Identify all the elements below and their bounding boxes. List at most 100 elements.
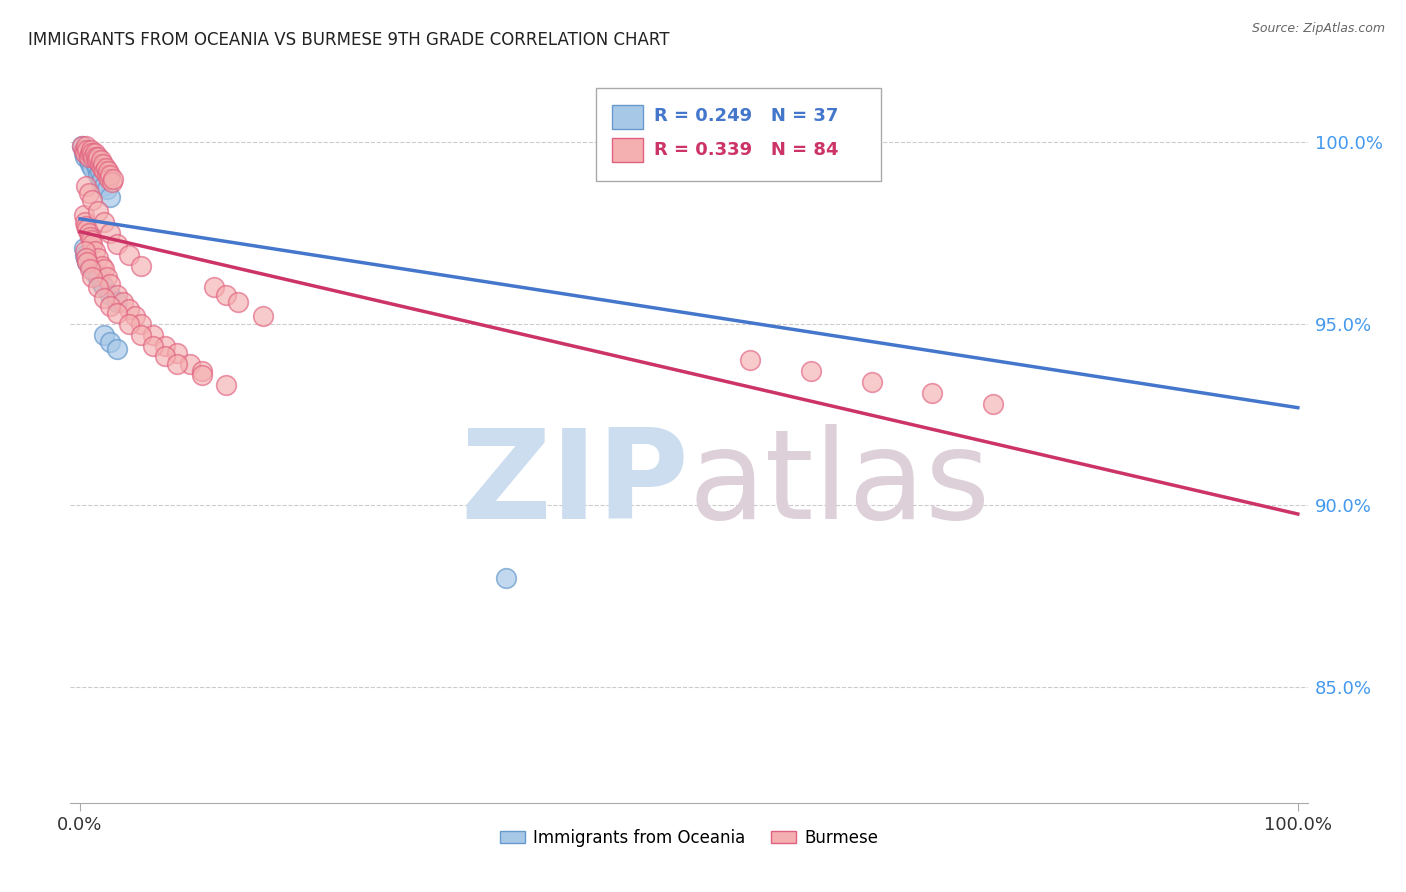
- FancyBboxPatch shape: [612, 104, 643, 129]
- Point: [90, 175, 112, 189]
- Point: [118, 248, 141, 262]
- Point: [129, 317, 152, 331]
- Point: [91, 161, 114, 175]
- Point: [215, 378, 238, 392]
- Point: [87, 269, 110, 284]
- Point: [75, 143, 97, 157]
- Point: [73, 208, 96, 222]
- Point: [100, 168, 122, 182]
- Point: [76, 255, 98, 269]
- Point: [73, 244, 96, 259]
- Text: R = 0.249   N = 37: R = 0.249 N = 37: [654, 108, 838, 126]
- Point: [84, 150, 107, 164]
- Point: [73, 248, 96, 262]
- Point: [191, 368, 214, 382]
- Point: [73, 215, 96, 229]
- Point: [73, 146, 96, 161]
- Point: [76, 146, 98, 161]
- Point: [142, 338, 165, 352]
- Point: [100, 299, 122, 313]
- Point: [76, 222, 98, 236]
- Point: [87, 168, 110, 182]
- Point: [86, 153, 108, 168]
- Text: ZIP: ZIP: [460, 424, 689, 545]
- Point: [89, 164, 111, 178]
- Point: [105, 295, 128, 310]
- Point: [80, 143, 103, 157]
- Point: [79, 229, 101, 244]
- Point: [82, 146, 104, 161]
- Point: [105, 306, 128, 320]
- Point: [166, 345, 188, 359]
- Point: [82, 161, 104, 175]
- Point: [495, 571, 517, 585]
- Point: [80, 233, 103, 247]
- Point: [105, 342, 128, 356]
- Point: [860, 375, 883, 389]
- Point: [82, 153, 104, 168]
- Point: [800, 364, 823, 378]
- Point: [93, 280, 115, 294]
- Point: [90, 153, 112, 168]
- Point: [118, 302, 141, 317]
- Point: [87, 150, 110, 164]
- Point: [105, 287, 128, 301]
- Point: [89, 157, 111, 171]
- Point: [124, 310, 146, 324]
- Text: atlas: atlas: [689, 424, 991, 545]
- Point: [111, 295, 134, 310]
- Point: [93, 164, 115, 178]
- Point: [77, 153, 100, 168]
- Point: [101, 171, 124, 186]
- Point: [82, 150, 104, 164]
- Point: [72, 139, 94, 153]
- Point: [93, 178, 115, 193]
- Text: IMMIGRANTS FROM OCEANIA VS BURMESE 9TH GRADE CORRELATION CHART: IMMIGRANTS FROM OCEANIA VS BURMESE 9TH G…: [28, 31, 669, 49]
- Point: [77, 186, 100, 200]
- Point: [93, 215, 115, 229]
- Point: [97, 164, 120, 178]
- Point: [82, 269, 104, 284]
- Point: [72, 139, 94, 153]
- Point: [738, 353, 761, 368]
- FancyBboxPatch shape: [596, 88, 880, 181]
- Point: [93, 262, 115, 277]
- Point: [91, 277, 114, 291]
- Point: [118, 317, 141, 331]
- Point: [76, 255, 98, 269]
- Point: [96, 168, 118, 182]
- Point: [215, 287, 238, 301]
- Point: [87, 252, 110, 266]
- Point: [83, 146, 105, 161]
- Point: [98, 171, 121, 186]
- Point: [96, 269, 118, 284]
- Point: [228, 295, 250, 310]
- Point: [105, 236, 128, 251]
- Point: [75, 252, 97, 266]
- Point: [100, 334, 122, 349]
- Point: [87, 280, 110, 294]
- Point: [100, 287, 122, 301]
- Point: [83, 244, 105, 259]
- Point: [79, 259, 101, 273]
- Text: Source: ZipAtlas.com: Source: ZipAtlas.com: [1251, 22, 1385, 36]
- Point: [100, 277, 122, 291]
- Point: [91, 259, 114, 273]
- Point: [921, 385, 943, 400]
- Point: [800, 143, 823, 157]
- Point: [93, 327, 115, 342]
- Point: [82, 194, 104, 208]
- Point: [155, 350, 177, 364]
- Point: [77, 226, 100, 240]
- Point: [129, 259, 152, 273]
- Point: [75, 178, 97, 193]
- Point: [80, 150, 103, 164]
- Point: [179, 357, 201, 371]
- Point: [202, 280, 225, 294]
- Point: [93, 291, 115, 305]
- Point: [76, 143, 98, 157]
- Point: [84, 157, 107, 171]
- Point: [75, 252, 97, 266]
- Point: [79, 262, 101, 277]
- Point: [91, 171, 114, 186]
